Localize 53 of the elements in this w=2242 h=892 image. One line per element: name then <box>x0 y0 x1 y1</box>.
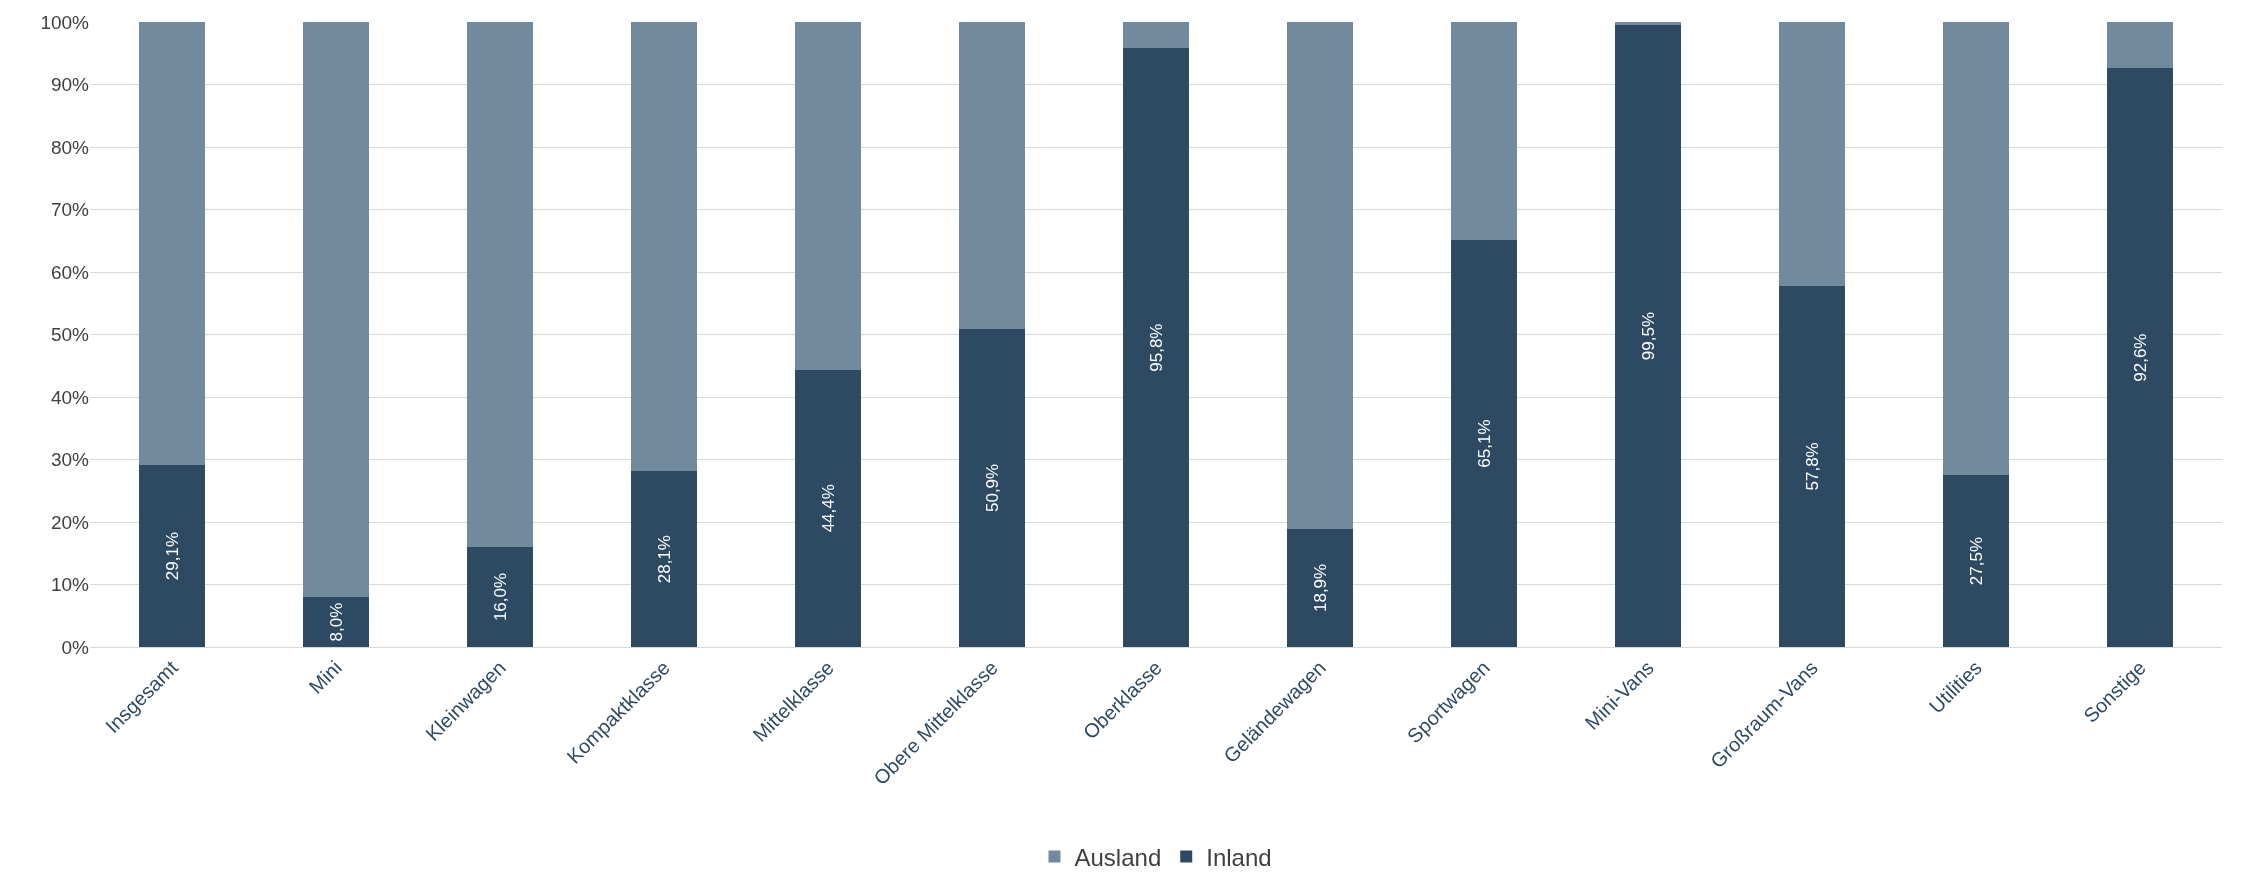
bar <box>139 22 205 466</box>
bar <box>631 22 697 472</box>
data-label: 16,0% <box>490 572 510 622</box>
y-tick-label: 90% <box>50 74 90 96</box>
bar <box>1615 22 1681 26</box>
data-label: 92,6% <box>2130 333 2150 382</box>
bar <box>2107 68 2173 647</box>
bar <box>1451 240 1517 647</box>
bar <box>467 547 533 647</box>
x-tick-label: Mini <box>304 656 346 698</box>
bar <box>1123 22 1189 49</box>
y-tick-label: 100% <box>40 11 90 33</box>
y-tick-label: 80% <box>50 136 90 158</box>
bar <box>1123 48 1189 647</box>
data-label: 28,1% <box>654 535 674 584</box>
data-label: 57,8% <box>1802 442 1822 491</box>
bar <box>303 597 369 647</box>
bar <box>303 22 369 597</box>
bar <box>959 22 1025 329</box>
y-tick-label: 40% <box>50 386 90 408</box>
bar <box>1287 22 1353 529</box>
data-label: 29,1% <box>162 531 182 581</box>
data-label: 65,1% <box>1474 419 1494 468</box>
bar <box>1943 475 2009 647</box>
bar <box>1615 25 1681 647</box>
bar <box>1779 285 1845 647</box>
data-label: 50,9% <box>982 463 1002 513</box>
bar <box>795 369 861 647</box>
bar <box>139 465 205 647</box>
y-tick-label: 0% <box>61 636 90 658</box>
bar <box>959 328 1025 647</box>
bar <box>1287 528 1353 647</box>
y-tick-label: 30% <box>50 449 90 471</box>
y-tick-label: 20% <box>50 511 90 533</box>
y-tick-label: 50% <box>50 324 90 346</box>
bar <box>2107 22 2173 69</box>
bar <box>1779 22 1845 286</box>
legend-label: Inland <box>1206 843 1272 871</box>
bar <box>795 22 861 370</box>
data-label: 99,5% <box>1638 311 1658 361</box>
legend-label: Ausland <box>1074 843 1162 871</box>
data-label: 27,5% <box>1966 536 1986 586</box>
bar <box>631 471 697 647</box>
data-label: 18,9% <box>1310 563 1330 613</box>
y-tick-label: 70% <box>50 199 90 221</box>
bar <box>467 22 533 547</box>
data-label: 95,8% <box>1146 323 1166 372</box>
data-label: 8,0% <box>326 602 346 642</box>
bar <box>1943 22 2009 476</box>
y-tick-label: 60% <box>50 261 90 283</box>
bar <box>1451 22 1517 241</box>
data-label: 44,4% <box>818 484 838 533</box>
y-tick-label: 10% <box>50 574 90 596</box>
